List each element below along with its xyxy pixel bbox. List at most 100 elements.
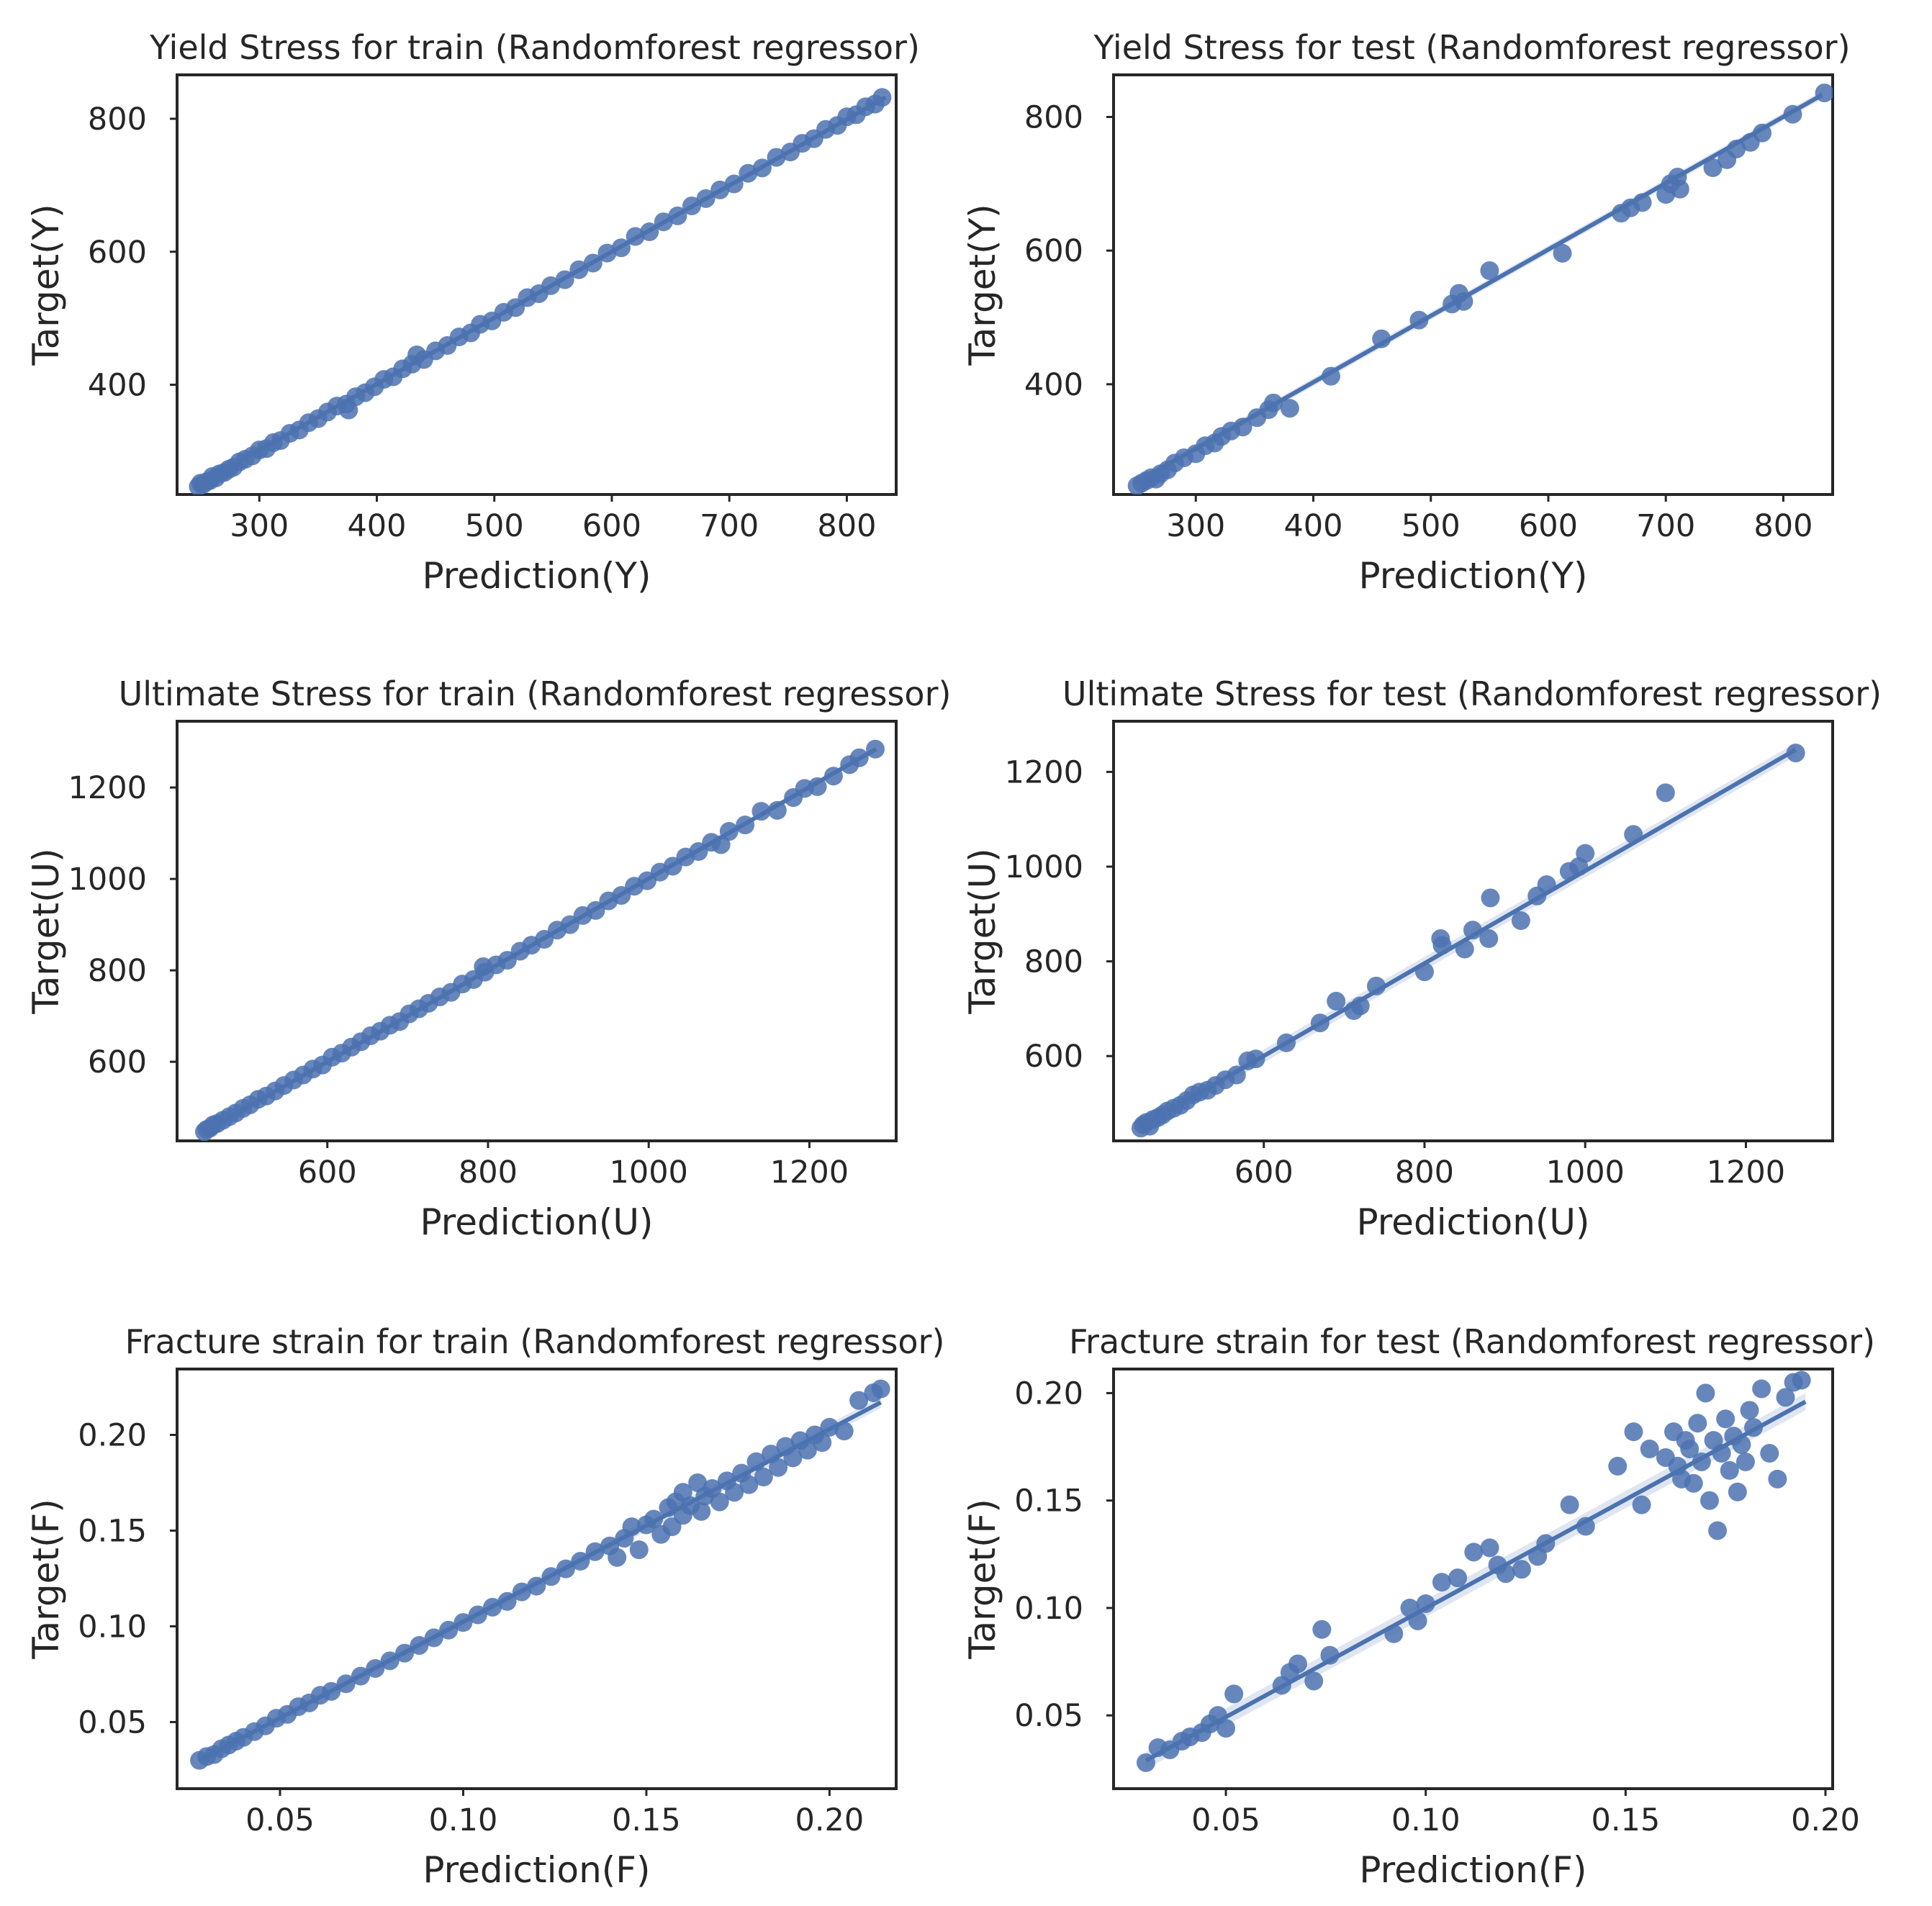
data-point (1720, 1460, 1739, 1480)
y-tick-label: 800 (88, 101, 147, 137)
data-point (739, 1475, 759, 1494)
chart-title: Ultimate Stress for test (Randomforest r… (1062, 674, 1882, 713)
data-point (1553, 243, 1572, 263)
plot-area (190, 1379, 890, 1770)
regression-line (1133, 93, 1823, 485)
y-tick-label: 0.20 (1014, 1376, 1083, 1412)
data-point (849, 1391, 869, 1410)
x-tick-label: 300 (1166, 508, 1225, 544)
x-tick-label: 600 (1234, 1155, 1294, 1191)
data-point (692, 1501, 711, 1521)
x-tick-label: 0.20 (1791, 1802, 1860, 1838)
data-point (1792, 1370, 1811, 1390)
y-tick-label: 0.10 (1014, 1591, 1083, 1627)
y-axis-label: Target(U) (25, 848, 67, 1014)
data-point (1480, 261, 1499, 281)
y-tick-label: 400 (88, 368, 147, 404)
x-tick-label: 0.10 (429, 1802, 498, 1838)
data-point (1576, 844, 1595, 863)
x-tick-label: 1200 (770, 1155, 849, 1191)
data-point (1670, 179, 1689, 199)
data-point (1632, 1495, 1651, 1514)
y-tick-label: 600 (1024, 233, 1083, 269)
y-axis-label: Target(U) (962, 848, 1003, 1014)
x-tick-label: 1000 (609, 1155, 687, 1191)
data-point (1280, 399, 1299, 418)
y-tick-label: 0.05 (1014, 1698, 1083, 1734)
x-tick-label: 700 (700, 508, 759, 544)
y-tick-label: 400 (1024, 367, 1083, 403)
y-tick-label: 1200 (1005, 754, 1083, 790)
data-point (1740, 1401, 1759, 1420)
data-point (1708, 1521, 1728, 1540)
data-point (1703, 158, 1723, 178)
x-tick-label: 0.20 (795, 1802, 865, 1838)
data-point (725, 1483, 744, 1502)
chart-title: Fracture strain for train (Randomforest … (125, 1322, 945, 1361)
x-tick-label: 300 (230, 508, 289, 544)
data-point (1512, 1560, 1531, 1579)
plot-area (1127, 83, 1833, 494)
data-point (1768, 1469, 1787, 1489)
data-point (1786, 744, 1805, 763)
data-point (1680, 1440, 1699, 1459)
x-tick-label: 0.05 (245, 1802, 315, 1838)
y-tick-label: 800 (88, 953, 147, 989)
data-point (1224, 1684, 1244, 1704)
y-tick-label: 1000 (1005, 849, 1083, 885)
plot-frame (1112, 73, 1834, 496)
y-tick-label: 0.05 (78, 1704, 147, 1740)
x-tick-label: 600 (582, 508, 641, 544)
plot-area (1136, 1370, 1811, 1772)
data-point (1464, 1543, 1484, 1562)
x-tick-label: 400 (347, 508, 406, 544)
x-tick-label: 500 (465, 508, 524, 544)
plot-area (194, 739, 885, 1141)
data-point (1684, 1473, 1703, 1493)
chart-panel-4: Ultimate Stress for test (Randomforest r… (962, 674, 1882, 1243)
chart-panel-1: Yield Stress for train (Randomforest reg… (25, 28, 920, 597)
data-point (1216, 1719, 1236, 1738)
regression-line (203, 747, 877, 1134)
x-tick-label: 0.05 (1191, 1802, 1260, 1838)
y-tick-label: 600 (88, 1044, 147, 1080)
x-axis-label: Prediction(U) (420, 1201, 654, 1243)
x-tick-label: 600 (1519, 508, 1578, 544)
chart-title: Ultimate Stress for train (Randomforest … (119, 674, 952, 713)
data-point (1448, 1568, 1468, 1588)
y-tick-label: 800 (1024, 99, 1083, 135)
plot-area (189, 88, 892, 494)
y-tick-label: 600 (88, 235, 147, 271)
plot-area (1131, 743, 1805, 1138)
data-point (1304, 1671, 1324, 1691)
y-tick-label: 0.10 (78, 1609, 147, 1645)
x-axis-label: Prediction(U) (1357, 1201, 1590, 1243)
data-point (1624, 1422, 1643, 1442)
chart-panel-2: Yield Stress for test (Randomforest regr… (962, 28, 1851, 597)
chart-title: Yield Stress for test (Randomforest regr… (1093, 28, 1850, 67)
x-tick-label: 500 (1401, 508, 1461, 544)
x-tick-label: 1200 (1707, 1155, 1785, 1191)
data-point (1640, 1440, 1659, 1459)
chart-title: Yield Stress for train (Randomforest reg… (149, 28, 920, 67)
data-point (1688, 1414, 1707, 1433)
x-tick-label: 800 (459, 1155, 518, 1191)
data-point (1656, 783, 1675, 803)
data-point (1760, 1444, 1779, 1463)
data-point (1416, 1594, 1435, 1613)
x-tick-label: 800 (817, 508, 876, 544)
data-point (608, 1548, 627, 1567)
x-tick-label: 400 (1283, 508, 1342, 544)
y-tick-label: 0.15 (78, 1513, 147, 1549)
data-point (1735, 1452, 1755, 1471)
x-axis-label: Prediction(Y) (423, 555, 651, 597)
x-tick-label: 1000 (1545, 1155, 1624, 1191)
y-tick-label: 0.15 (1014, 1483, 1083, 1519)
x-tick-label: 700 (1636, 508, 1695, 544)
data-point (754, 1468, 773, 1487)
regression-line (1145, 1399, 1807, 1763)
y-axis-label: Target(F) (962, 1499, 1003, 1659)
data-point (1728, 1482, 1747, 1501)
data-point (1481, 888, 1500, 908)
